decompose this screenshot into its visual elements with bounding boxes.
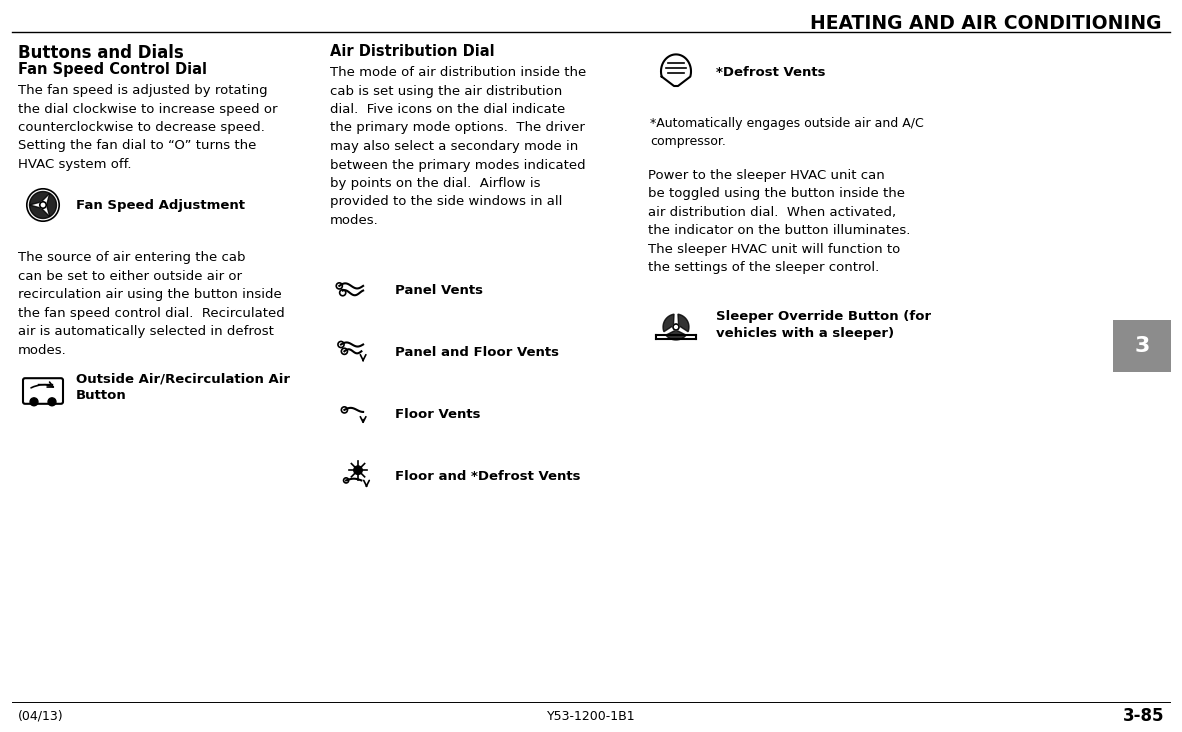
Text: Sleeper Override Button (for
vehicles with a sleeper): Sleeper Override Button (for vehicles wi… <box>716 310 931 340</box>
Text: Y53-1200-1B1: Y53-1200-1B1 <box>547 709 635 722</box>
Text: 3-85: 3-85 <box>1123 707 1164 725</box>
Polygon shape <box>30 205 50 218</box>
Text: Panel Vents: Panel Vents <box>395 285 483 297</box>
Text: Buttons and Dials: Buttons and Dials <box>18 44 183 62</box>
Text: HEATING AND AIR CONDITIONING: HEATING AND AIR CONDITIONING <box>811 14 1162 33</box>
Polygon shape <box>665 330 687 340</box>
Text: The mode of air distribution inside the
cab is set using the air distribution
di: The mode of air distribution inside the … <box>330 66 586 227</box>
Text: Panel and Floor Vents: Panel and Floor Vents <box>395 346 559 359</box>
Text: The source of air entering the cab
can be set to either outside air or
recircula: The source of air entering the cab can b… <box>18 251 285 356</box>
Polygon shape <box>663 314 674 332</box>
Text: Air Distribution Dial: Air Distribution Dial <box>330 44 494 59</box>
Text: Fan Speed Adjustment: Fan Speed Adjustment <box>76 198 245 212</box>
Text: Power to the sleeper HVAC unit can
be toggled using the button inside the
air di: Power to the sleeper HVAC unit can be to… <box>648 169 910 274</box>
Text: 3: 3 <box>1135 336 1150 356</box>
Polygon shape <box>30 192 50 205</box>
Polygon shape <box>46 193 57 217</box>
Text: Fan Speed Control Dial: Fan Speed Control Dial <box>18 62 207 77</box>
Circle shape <box>353 466 362 474</box>
Text: (04/13): (04/13) <box>18 709 64 722</box>
Text: *Defrost Vents: *Defrost Vents <box>716 65 825 78</box>
Text: *Automatically engages outside air and A/C
compressor.: *Automatically engages outside air and A… <box>650 117 924 148</box>
Circle shape <box>48 397 56 406</box>
Polygon shape <box>678 314 689 332</box>
Circle shape <box>40 202 46 208</box>
Text: Floor and *Defrost Vents: Floor and *Defrost Vents <box>395 471 580 484</box>
Bar <box>1113 320 1171 372</box>
Text: The fan speed is adjusted by rotating
the dial clockwise to increase speed or
co: The fan speed is adjusted by rotating th… <box>18 84 278 171</box>
Text: Floor Vents: Floor Vents <box>395 408 481 422</box>
Circle shape <box>30 397 38 406</box>
Text: Outside Air/Recirculation Air
Button: Outside Air/Recirculation Air Button <box>76 373 290 402</box>
Circle shape <box>673 324 678 330</box>
